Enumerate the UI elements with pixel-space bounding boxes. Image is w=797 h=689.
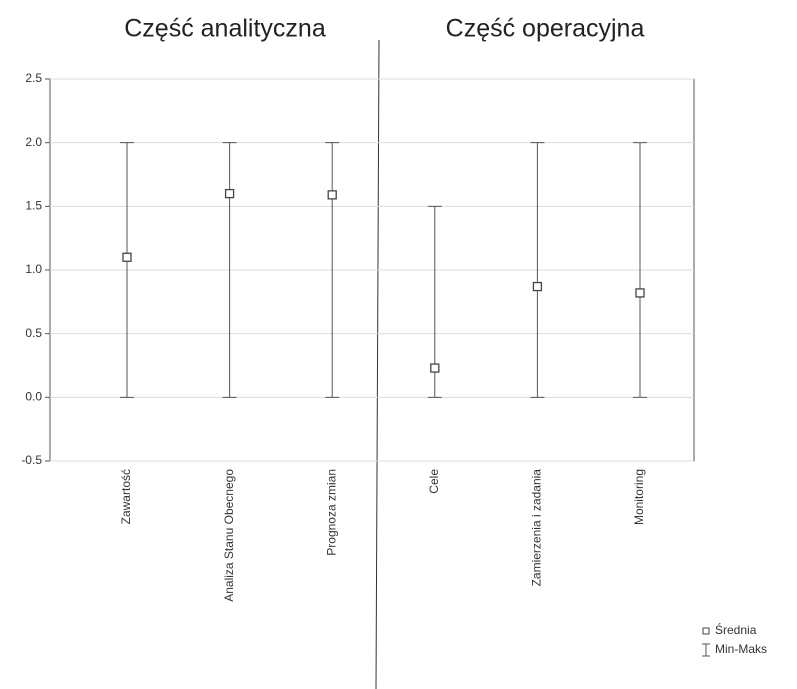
- y-tick-label: 1.5: [25, 199, 42, 213]
- x-tick-label: Cele: [427, 469, 441, 494]
- mean-marker: [224, 188, 235, 199]
- y-tick-label: 2.0: [25, 135, 42, 149]
- min-max-bar: [530, 142, 545, 398]
- x-tick-label: Monitoring: [632, 469, 646, 525]
- min-max-bar: [222, 142, 237, 398]
- legend-label: Min-Maks: [715, 642, 767, 656]
- x-tick-label: Zawartość: [119, 469, 133, 524]
- x-tick-label: Prognoza zmian: [324, 469, 338, 556]
- x-tick-label: Analiza Stanu Obecnego: [222, 469, 236, 602]
- legend-marker: [702, 643, 710, 657]
- section-title: Część operacyjna: [446, 15, 645, 43]
- min-max-bar: [120, 142, 134, 398]
- y-tick-label: 0.0: [25, 390, 42, 404]
- mean-marker: [635, 288, 645, 298]
- section-title: Część analityczna: [124, 15, 326, 43]
- legend-label: Średnia: [715, 622, 757, 637]
- mean-marker: [327, 190, 337, 200]
- mean-marker: [122, 252, 132, 262]
- legend-marker: [702, 627, 710, 635]
- min-max-bar: [633, 142, 647, 398]
- x-tick-label: Zamierzenia i zadania: [530, 469, 544, 587]
- mean-marker: [430, 363, 440, 373]
- mean-marker: [532, 281, 543, 292]
- y-tick-label: -0.5: [21, 453, 42, 467]
- min-max-bar: [325, 142, 340, 398]
- y-tick-label: 2.5: [25, 71, 42, 85]
- y-tick-label: 1.0: [25, 262, 42, 276]
- section-divider: [375, 39, 380, 689]
- y-tick-label: 0.5: [25, 326, 42, 340]
